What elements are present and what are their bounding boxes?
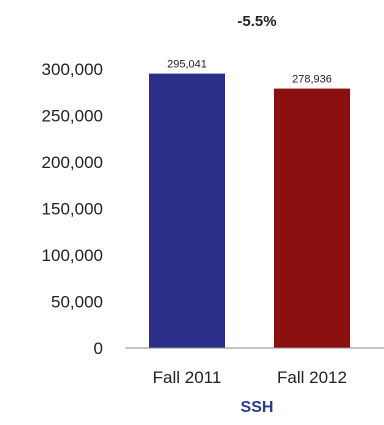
y-tick-label: 150,000: [42, 200, 103, 219]
x-axis-title: SSH: [241, 399, 274, 416]
bar-data-label: 278,936: [292, 74, 332, 86]
y-tick-label: 50,000: [51, 293, 103, 312]
y-tick-label: 0: [94, 339, 103, 358]
y-tick-label: 300,000: [42, 60, 103, 79]
bar: [149, 73, 225, 348]
y-tick-label: 100,000: [42, 246, 103, 265]
x-category-label: Fall 2011: [153, 368, 222, 387]
chart-title: -5.5%: [237, 13, 276, 30]
y-tick-label: 200,000: [42, 153, 103, 172]
bar-data-label: 295,041: [167, 59, 207, 71]
x-category-label: Fall 2012: [277, 368, 347, 387]
x-axis: Fall 2011 Fall 2012: [125, 347, 384, 387]
y-tick-label: 250,000: [42, 107, 103, 126]
y-axis: 0 50,000 100,000 150,000 200,000 250,000 300,0…: [42, 60, 103, 358]
bar: [274, 88, 350, 348]
bars: 295,041 278,936: [149, 59, 350, 348]
